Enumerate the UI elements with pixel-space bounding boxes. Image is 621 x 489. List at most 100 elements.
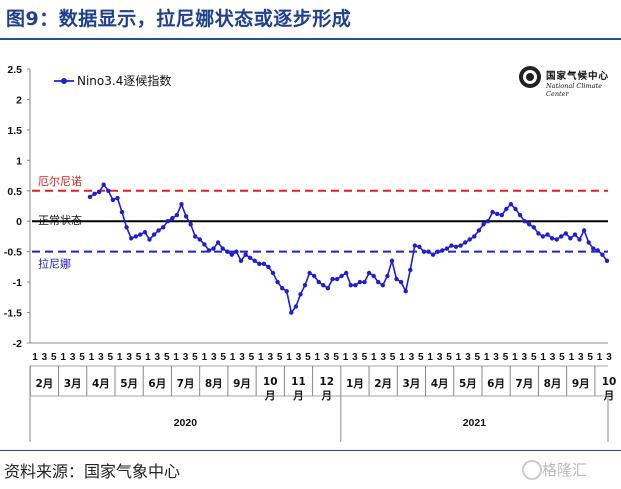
- data-point: [421, 249, 427, 254]
- x-pentad-label: 1: [117, 352, 123, 363]
- x-pentad-label: 1: [456, 352, 462, 363]
- data-point: [581, 228, 587, 233]
- x-pentad-label: 3: [465, 352, 471, 363]
- data-point: [101, 182, 106, 187]
- reference-line-label: 拉尼娜: [38, 257, 71, 271]
- x-pentad-label: 5: [79, 352, 85, 363]
- x-pentad-label: 1: [202, 352, 208, 363]
- data-point: [330, 276, 335, 282]
- chart: 2.521.510.50-0.5-1-1.5-21 3 5 1 3 5 1 3 5 1 3 5 1 3 5 1…: [4, 64, 617, 442]
- data-point: [138, 232, 143, 237]
- data-point: [106, 188, 111, 193]
- title-rule: [0, 38, 621, 40]
- x-pentad-label: 5: [390, 352, 396, 363]
- data-point: [247, 255, 253, 260]
- data-point: [540, 234, 546, 239]
- y-tick-label: 0.5: [7, 186, 22, 198]
- x-month-label: 7月: [515, 378, 533, 390]
- data-point: [458, 243, 463, 248]
- x-pentad-label: 5: [305, 352, 311, 363]
- y-tick-label: -1.5: [4, 308, 22, 320]
- x-month-label: 8月: [205, 378, 223, 390]
- reference-line-label: 厄尔尼诺: [38, 175, 82, 188]
- data-point: [408, 267, 413, 273]
- x-month-label: 3月: [64, 378, 82, 390]
- x-pentad-label: 1: [173, 352, 179, 363]
- watermark-logo-icon: [522, 460, 542, 480]
- data-point: [449, 243, 454, 248]
- data-point: [568, 236, 573, 241]
- data-point: [307, 270, 312, 276]
- x-pentad-label: 1: [569, 352, 575, 363]
- series-nino34: [87, 182, 610, 315]
- axis-layer: 2.521.510.50-0.5-1-1.5-21 3 5 1 3 5 1 3 5 1 3 5 1 3 5 1…: [4, 64, 617, 442]
- data-point: [206, 248, 212, 253]
- data-point: [467, 237, 472, 242]
- x-pentad-label: 5: [192, 352, 198, 363]
- data-point: [531, 225, 536, 230]
- data-point: [476, 228, 482, 233]
- x-pentad-label: 1: [32, 352, 38, 363]
- data-point: [124, 225, 129, 230]
- data-point: [174, 212, 180, 218]
- data-point: [394, 276, 399, 282]
- data-point: [151, 232, 157, 237]
- x-pentad-label: 3: [155, 352, 161, 363]
- x-pentad-label: 5: [136, 352, 142, 363]
- x-month-label: 9月: [233, 378, 251, 390]
- data-point: [366, 270, 372, 276]
- x-month-label: 4月: [431, 378, 449, 390]
- x-pentad-label: 5: [418, 352, 424, 363]
- data-point: [604, 258, 610, 263]
- ncc-logo-cn: 国家气候中心: [546, 71, 610, 82]
- x-pentad-label: 5: [446, 352, 452, 363]
- data-point: [266, 264, 271, 270]
- y-tick-label: 1: [16, 155, 22, 167]
- x-pentad-label: 1: [427, 352, 433, 363]
- x-pentad-label: 5: [277, 352, 283, 363]
- data-point: [559, 234, 564, 239]
- data-point: [435, 249, 440, 254]
- x-pentad-label: 1: [484, 352, 490, 363]
- x-month-label: 7月: [177, 378, 195, 390]
- x-month-label: 5月: [120, 378, 138, 390]
- x-pentad-label: 3: [267, 352, 273, 363]
- x-pentad-label: 3: [126, 352, 132, 363]
- x-pentad-label: 3: [183, 352, 189, 363]
- x-pentad-label: 1: [399, 352, 405, 363]
- data-point: [339, 273, 344, 279]
- x-month-label: 2月: [36, 378, 54, 390]
- x-pentad-label: 3: [522, 352, 528, 363]
- data-point: [485, 219, 491, 224]
- data-point: [229, 252, 234, 257]
- data-point: [193, 234, 198, 239]
- data-point: [481, 222, 486, 227]
- data-point: [183, 214, 189, 219]
- x-pentad-label: 5: [587, 352, 593, 363]
- data-point: [572, 232, 578, 237]
- x-month-label: 6月: [487, 378, 505, 390]
- x-pentad-label: 3: [409, 352, 415, 363]
- x-pentad-label: 3: [70, 352, 76, 363]
- data-point: [376, 279, 381, 285]
- data-point: [234, 249, 239, 254]
- x-pentad-label: 5: [164, 352, 170, 363]
- data-point: [426, 249, 431, 254]
- x-pentad-label: 5: [559, 352, 565, 363]
- x-month-label: 10: [602, 376, 617, 388]
- x-month-label: 10: [263, 376, 278, 388]
- data-point: [284, 289, 289, 294]
- data-point: [97, 189, 102, 195]
- data-point: [440, 248, 445, 253]
- data-point: [197, 237, 202, 242]
- data-point: [522, 219, 527, 224]
- x-month-label: 9月: [572, 378, 590, 390]
- x-pentad-label: 1: [89, 352, 95, 363]
- y-tick-label: 2: [16, 94, 22, 106]
- data-point: [133, 234, 138, 239]
- data-point: [600, 252, 605, 257]
- data-point: [243, 252, 248, 257]
- data-point: [577, 237, 582, 242]
- x-month-label: 8月: [544, 378, 562, 390]
